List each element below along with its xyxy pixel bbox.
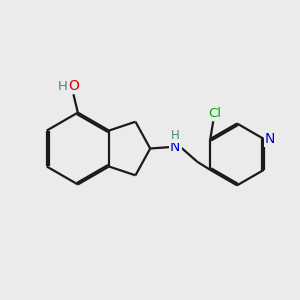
Text: O: O	[68, 79, 79, 93]
Text: H: H	[171, 129, 180, 142]
Text: N: N	[265, 132, 275, 146]
Text: N: N	[170, 140, 180, 154]
Text: Cl: Cl	[208, 106, 221, 119]
Text: H: H	[58, 80, 68, 93]
